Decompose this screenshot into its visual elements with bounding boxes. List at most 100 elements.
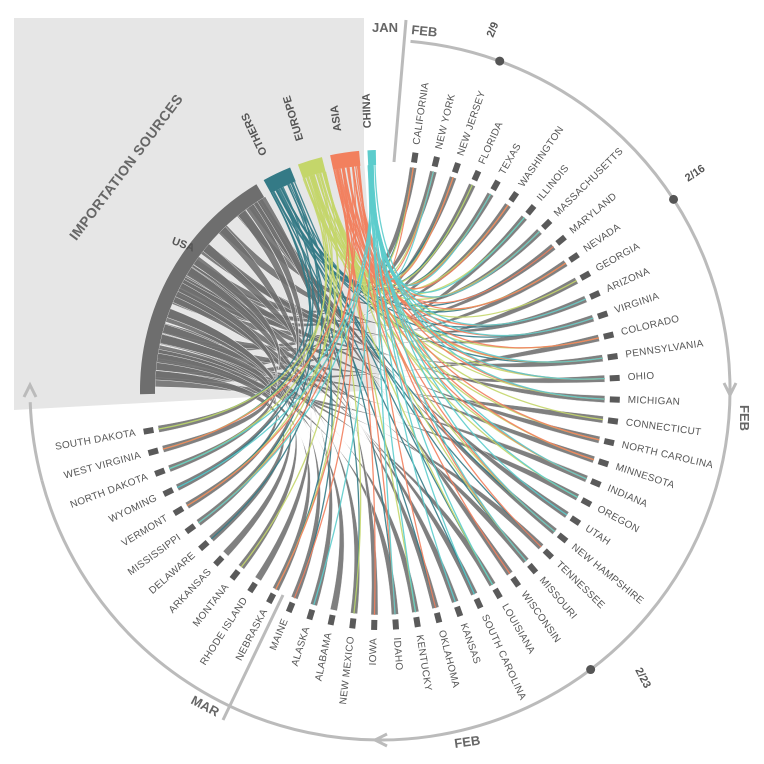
state-label-kansas: KANSAS xyxy=(458,622,483,666)
state-tick-new-jersey[interactable] xyxy=(451,162,461,174)
state-tick-north-carolina[interactable] xyxy=(603,438,615,447)
timeline-label-2-9: 2/9 xyxy=(485,20,502,39)
timeline-label-mar: MAR xyxy=(189,692,223,719)
state-tick-maine[interactable] xyxy=(285,601,296,614)
state-tick-oklahoma[interactable] xyxy=(433,612,443,624)
timeline-arrow-bottom xyxy=(371,732,388,748)
source-label-asia: ASIA xyxy=(328,104,344,132)
timeline-arc xyxy=(40,39,732,742)
state-tick-new-mexico[interactable] xyxy=(349,618,357,629)
state-tick-pennsylvania[interactable] xyxy=(607,353,619,361)
state-tick-nebraska[interactable] xyxy=(266,592,277,605)
source-arc-europe[interactable] xyxy=(297,157,326,179)
state-tick-new-hampshire[interactable] xyxy=(556,532,569,544)
chord-usa-west-virginia xyxy=(159,333,271,453)
state-tick-indiana[interactable] xyxy=(590,478,602,488)
state-tick-colorado[interactable] xyxy=(603,331,615,340)
state-label-massachusetts: MASSACHUSETTS xyxy=(552,146,626,219)
state-label-texas: TEXAS xyxy=(497,142,523,177)
state-tick-virginia[interactable] xyxy=(596,310,609,320)
state-tick-arizona[interactable] xyxy=(589,290,601,300)
state-tick-louisiana[interactable] xyxy=(492,587,503,600)
state-label-colorado: COLORADO xyxy=(620,314,681,339)
state-tick-alabama[interactable] xyxy=(327,614,336,626)
state-tick-alaska[interactable] xyxy=(306,608,316,621)
source-arc-china[interactable] xyxy=(367,150,377,166)
state-tick-kentucky[interactable] xyxy=(413,616,421,628)
state-tick-ohio[interactable] xyxy=(609,374,620,382)
state-label-south-dakota: SOUTH DAKOTA xyxy=(54,428,136,453)
chord-usa-iowa xyxy=(256,196,379,616)
state-label-ohio: OHIO xyxy=(627,371,654,383)
state-label-oklahoma: OKLAHOMA xyxy=(436,629,461,689)
state-label-idaho: IDAHO xyxy=(391,637,404,671)
state-tick-connecticut[interactable] xyxy=(607,417,619,425)
state-tick-texas[interactable] xyxy=(490,179,501,192)
source-arc-others[interactable] xyxy=(263,167,296,194)
state-tick-kansas[interactable] xyxy=(454,605,464,618)
chord-china-north-dakota xyxy=(168,165,372,470)
state-tick-wisconsin[interactable] xyxy=(510,576,522,588)
state-label-florida: FLORIDA xyxy=(477,120,506,166)
state-tick-florida[interactable] xyxy=(471,169,482,182)
source-arc-asia[interactable] xyxy=(330,150,361,170)
state-label-virginia: VIRGINIA xyxy=(613,291,660,316)
state-tick-south-carolina[interactable] xyxy=(473,597,484,610)
state-tick-south-dakota[interactable] xyxy=(143,426,155,435)
state-tick-nevada[interactable] xyxy=(568,252,580,263)
chord-asia-west-virginia xyxy=(162,168,349,450)
chord-china-south-carolina xyxy=(371,165,475,595)
state-label-new-hampshire: NEW HAMPSHIRE xyxy=(569,542,645,607)
state-label-michigan: MICHIGAN xyxy=(628,395,681,408)
state-tick-missouri[interactable] xyxy=(527,562,539,575)
timeline-label-feb-top: FEB xyxy=(411,22,438,40)
state-label-pennsylvania: PENNSYLVANIA xyxy=(625,338,705,360)
state-tick-minnesota[interactable] xyxy=(597,458,610,468)
chord-usa-wyoming xyxy=(175,209,300,492)
timeline-label-feb-right: FEB xyxy=(737,405,752,431)
state-tick-oregon[interactable] xyxy=(580,497,593,508)
state-label-connecticut: CONNECTICUT xyxy=(625,417,702,438)
state-label-alaska: ALASKA xyxy=(290,625,313,667)
state-tick-massachusetts[interactable] xyxy=(541,218,553,230)
chord-europe-kentucky xyxy=(324,171,417,613)
state-tick-california[interactable] xyxy=(411,152,419,163)
chord-asia-minnesota xyxy=(343,167,595,461)
timeline-arrow-left xyxy=(22,381,38,398)
state-tick-montana[interactable] xyxy=(229,569,241,581)
chord-asia-maine xyxy=(293,167,355,599)
state-tick-georgia[interactable] xyxy=(579,270,592,281)
state-tick-idaho[interactable] xyxy=(392,619,400,630)
timeline-dot-2-16 xyxy=(669,194,679,204)
mar-divider xyxy=(221,594,285,721)
state-tick-arkansas[interactable] xyxy=(213,555,225,567)
state-tick-tennessee[interactable] xyxy=(542,548,555,560)
chord-others-south-carolina xyxy=(279,188,475,595)
chord-china-idaho xyxy=(370,165,396,615)
source-arc-usa[interactable] xyxy=(140,184,265,395)
chord-china-kentucky xyxy=(368,165,417,613)
chord-usa-washington xyxy=(181,202,512,323)
state-tick-illinois[interactable] xyxy=(525,204,537,216)
chord-others-new-hampshire xyxy=(278,188,556,533)
state-label-kentucky: KENTUCKY xyxy=(414,634,434,692)
chord-others-idaho xyxy=(291,182,396,615)
timeline-label-2-16: 2/16 xyxy=(683,163,707,185)
state-tick-mississippi[interactable] xyxy=(184,523,197,535)
chord-china-arizona xyxy=(374,165,587,326)
state-tick-delaware[interactable] xyxy=(198,539,210,552)
state-tick-maryland[interactable] xyxy=(555,234,567,246)
chord-china-utah xyxy=(369,165,568,516)
state-tick-vermont[interactable] xyxy=(172,505,185,517)
chord-europe-south-dakota xyxy=(158,175,328,430)
chord-asia-oklahoma xyxy=(358,165,437,609)
state-tick-utah[interactable] xyxy=(569,515,582,526)
chord-usa-mississippi xyxy=(196,203,306,526)
state-tick-wyoming[interactable] xyxy=(162,487,175,497)
state-tick-rhode-island[interactable] xyxy=(247,581,258,594)
state-tick-new-york[interactable] xyxy=(431,156,440,168)
state-tick-north-dakota[interactable] xyxy=(154,467,166,477)
state-tick-washington[interactable] xyxy=(508,190,520,203)
state-tick-west-virginia[interactable] xyxy=(147,447,159,456)
timeline-dot-2-9 xyxy=(495,56,505,66)
